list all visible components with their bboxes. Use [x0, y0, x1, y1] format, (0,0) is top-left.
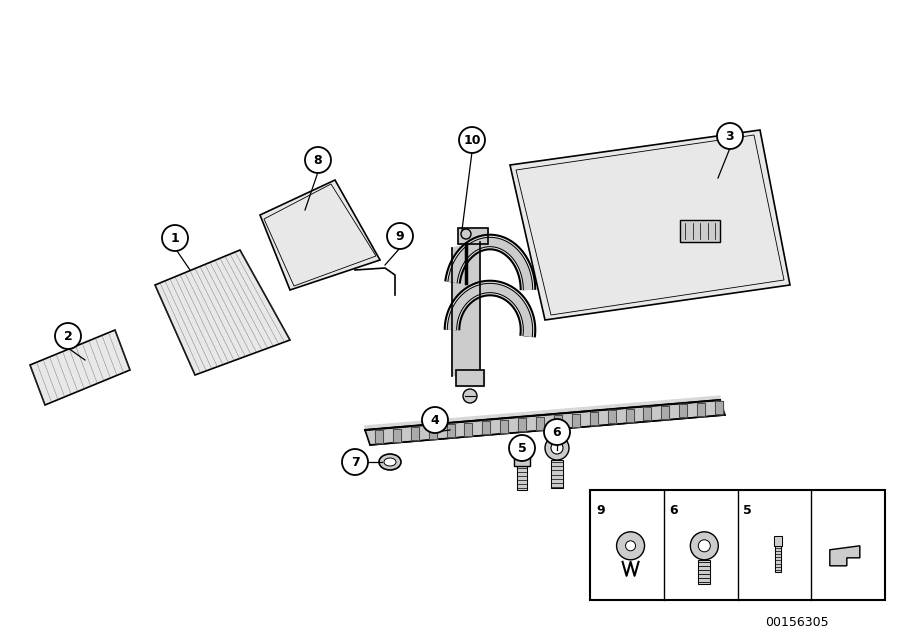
- Polygon shape: [464, 422, 473, 436]
- Circle shape: [422, 407, 448, 433]
- Polygon shape: [774, 536, 782, 546]
- Polygon shape: [536, 417, 544, 429]
- Polygon shape: [608, 410, 616, 424]
- Polygon shape: [572, 413, 580, 427]
- Circle shape: [690, 532, 718, 560]
- Text: 5: 5: [518, 441, 526, 455]
- Polygon shape: [698, 403, 705, 416]
- Polygon shape: [551, 460, 563, 488]
- Circle shape: [342, 449, 368, 475]
- Polygon shape: [30, 330, 130, 405]
- Circle shape: [162, 225, 188, 251]
- Bar: [458, 228, 488, 244]
- Polygon shape: [775, 546, 781, 572]
- Text: 5: 5: [743, 504, 752, 517]
- Polygon shape: [446, 424, 454, 437]
- Circle shape: [305, 147, 331, 173]
- Text: 9: 9: [396, 230, 404, 242]
- Circle shape: [717, 123, 743, 149]
- Circle shape: [544, 419, 570, 445]
- Polygon shape: [830, 546, 860, 566]
- Polygon shape: [554, 415, 562, 428]
- Text: 7: 7: [351, 455, 359, 469]
- Bar: [456, 370, 484, 386]
- Text: 4: 4: [430, 413, 439, 427]
- Polygon shape: [626, 409, 634, 422]
- Bar: [551, 460, 563, 488]
- Bar: [774, 536, 782, 546]
- Polygon shape: [680, 220, 720, 242]
- Text: 9: 9: [596, 504, 605, 517]
- Text: 10: 10: [464, 134, 481, 146]
- Polygon shape: [375, 430, 383, 443]
- Text: 00156305: 00156305: [765, 616, 828, 629]
- Polygon shape: [482, 421, 491, 434]
- Circle shape: [551, 442, 563, 454]
- Bar: [517, 466, 527, 490]
- Bar: [680, 220, 720, 242]
- Circle shape: [509, 435, 535, 461]
- Polygon shape: [410, 427, 419, 440]
- Ellipse shape: [379, 454, 401, 470]
- Polygon shape: [428, 425, 436, 439]
- Polygon shape: [510, 130, 790, 320]
- Bar: [775, 546, 781, 572]
- Circle shape: [626, 541, 635, 551]
- Polygon shape: [590, 412, 598, 425]
- Text: 6: 6: [670, 504, 679, 517]
- Circle shape: [616, 532, 644, 560]
- Ellipse shape: [384, 458, 396, 466]
- Polygon shape: [456, 370, 484, 386]
- Polygon shape: [680, 404, 688, 417]
- Circle shape: [55, 323, 81, 349]
- Circle shape: [461, 229, 471, 239]
- Polygon shape: [644, 408, 652, 420]
- Circle shape: [463, 389, 477, 403]
- Text: 8: 8: [314, 153, 322, 167]
- Polygon shape: [715, 401, 723, 415]
- Polygon shape: [393, 429, 400, 441]
- Bar: [698, 560, 710, 584]
- Bar: [514, 454, 530, 466]
- Circle shape: [545, 436, 569, 460]
- Bar: [590, 490, 885, 600]
- Polygon shape: [500, 420, 508, 432]
- Text: 6: 6: [553, 425, 562, 438]
- Polygon shape: [662, 406, 670, 419]
- Polygon shape: [155, 250, 290, 375]
- Polygon shape: [517, 466, 527, 490]
- Text: 1: 1: [171, 232, 179, 244]
- Circle shape: [387, 223, 413, 249]
- Polygon shape: [260, 180, 380, 290]
- Polygon shape: [698, 560, 710, 584]
- Polygon shape: [452, 242, 480, 376]
- Text: 3: 3: [725, 130, 734, 142]
- Polygon shape: [518, 418, 526, 431]
- Polygon shape: [365, 400, 725, 445]
- Circle shape: [459, 127, 485, 153]
- Circle shape: [698, 540, 710, 552]
- Text: 2: 2: [64, 329, 72, 343]
- Polygon shape: [365, 396, 720, 432]
- Polygon shape: [458, 228, 488, 244]
- Polygon shape: [514, 454, 530, 466]
